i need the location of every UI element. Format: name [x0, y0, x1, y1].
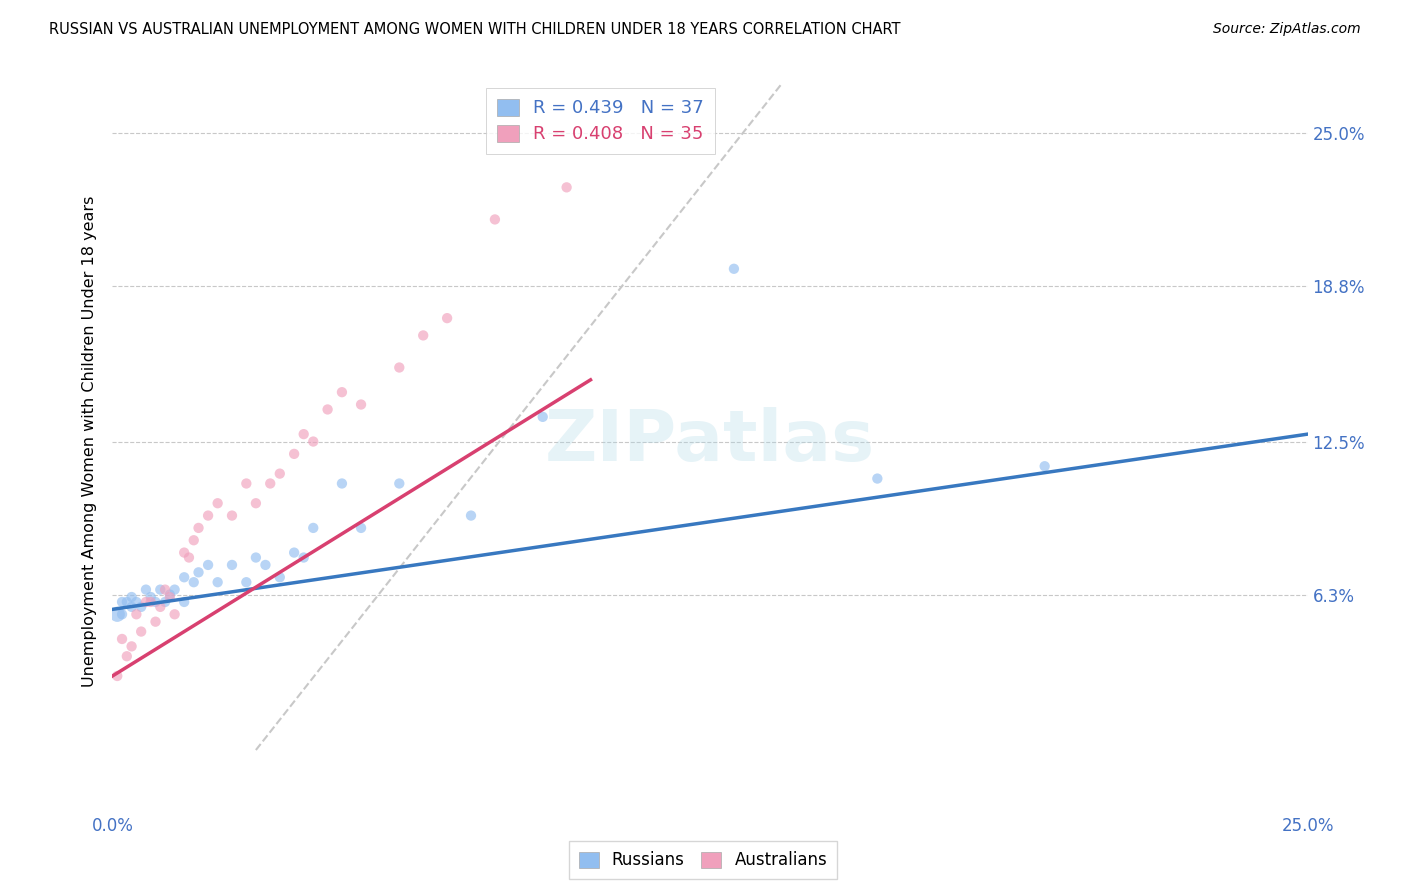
Point [153, 595, 176, 609]
Point [484, 212, 506, 227]
Point [125, 607, 148, 622]
Point [259, 476, 281, 491]
Point [159, 588, 181, 602]
Point [330, 385, 353, 400]
Point [111, 595, 134, 609]
Point [159, 590, 181, 604]
Point [129, 599, 152, 614]
Y-axis label: Unemployment Among Women with Children Under 18 years: Unemployment Among Women with Children U… [82, 196, 97, 687]
Point [350, 521, 373, 535]
Point [221, 558, 243, 572]
Point [187, 521, 209, 535]
Point [207, 496, 229, 510]
Point [135, 595, 157, 609]
Point [173, 595, 195, 609]
Point [121, 640, 143, 654]
Point [283, 447, 305, 461]
Point [173, 546, 195, 560]
Point [330, 476, 353, 491]
Text: ZIPatlas: ZIPatlas [546, 407, 875, 476]
Point [153, 582, 176, 597]
Point [115, 595, 138, 609]
Point [436, 311, 458, 326]
Point [121, 599, 143, 614]
Point [197, 558, 219, 572]
Point [115, 649, 138, 664]
Point [149, 599, 172, 614]
Point [221, 508, 243, 523]
Legend: R = 0.439   N = 37, R = 0.408   N = 35: R = 0.439 N = 37, R = 0.408 N = 35 [486, 87, 714, 154]
Legend: Russians, Australians: Russians, Australians [568, 841, 838, 880]
Point [388, 476, 411, 491]
Point [135, 582, 157, 597]
Point [460, 508, 482, 523]
Point [139, 590, 162, 604]
Point [125, 595, 148, 609]
Point [531, 409, 554, 424]
Point [163, 607, 186, 622]
Point [121, 590, 143, 604]
Point [235, 476, 257, 491]
Point [235, 575, 257, 590]
Point [105, 669, 128, 683]
Point [316, 402, 339, 417]
Point [302, 434, 325, 449]
Point [105, 607, 128, 622]
Point [866, 472, 889, 486]
Point [269, 467, 291, 481]
Point [412, 328, 434, 343]
Point [350, 398, 373, 412]
Point [207, 575, 229, 590]
Point [723, 261, 745, 276]
Point [388, 360, 411, 375]
Point [183, 533, 205, 548]
Point [163, 582, 186, 597]
Point [292, 550, 315, 565]
Point [269, 570, 291, 584]
Point [173, 570, 195, 584]
Point [197, 508, 219, 523]
Text: RUSSIAN VS AUSTRALIAN UNEMPLOYMENT AMONG WOMEN WITH CHILDREN UNDER 18 YEARS CORR: RUSSIAN VS AUSTRALIAN UNEMPLOYMENT AMONG… [49, 22, 901, 37]
Point [111, 632, 134, 646]
Text: Source: ZipAtlas.com: Source: ZipAtlas.com [1213, 22, 1361, 37]
Point [129, 624, 152, 639]
Point [1033, 459, 1056, 474]
Point [254, 558, 277, 572]
Point [292, 427, 315, 442]
Point [183, 575, 205, 590]
Point [145, 595, 167, 609]
Point [283, 546, 305, 560]
Point [149, 582, 172, 597]
Point [139, 595, 162, 609]
Point [177, 550, 200, 565]
Point [187, 566, 209, 580]
Point [555, 180, 578, 194]
Point [302, 521, 325, 535]
Point [145, 615, 167, 629]
Point [245, 550, 267, 565]
Point [111, 607, 134, 622]
Point [245, 496, 267, 510]
